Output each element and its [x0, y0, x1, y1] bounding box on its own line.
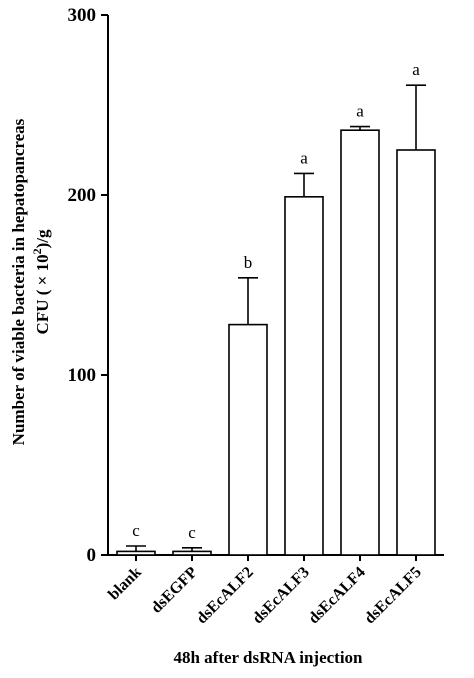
x-tick-label: dsEcALF2 [193, 564, 257, 628]
bar [228, 323, 268, 556]
bar [396, 149, 436, 556]
x-tick-label: dsEcALF3 [249, 564, 313, 628]
y-units-sup: 2 [30, 248, 44, 254]
significance-label: a [300, 148, 308, 167]
bar [340, 129, 380, 556]
x-tick-label: dsEcALF5 [361, 564, 425, 628]
y-tick-label: 200 [68, 185, 97, 206]
y-units-post: )/g [33, 229, 52, 248]
y-axis-title-units: CFU ( × 102)/g [30, 229, 52, 334]
y-tick-label: 300 [68, 5, 97, 26]
x-tick-label: dsEGFP [148, 564, 201, 617]
significance-label: b [244, 253, 253, 272]
y-axis-title: Number of viable bacteria in hepatopancr… [9, 118, 28, 445]
bars: c blank c dsEGFP b dsEcALF2 a dsEcALF3 a dsEcALF4… [105, 60, 436, 628]
x-tick-label: dsEcALF4 [305, 564, 369, 628]
y-tick-label: 0 [87, 545, 97, 566]
x-tick-label: blank [105, 564, 145, 604]
x-axis-title: 48h after dsRNA injection [173, 648, 363, 667]
bar [116, 550, 156, 556]
y-tick-label: 100 [68, 365, 97, 386]
significance-label: c [132, 521, 140, 540]
bar [284, 196, 324, 556]
significance-label: c [188, 523, 196, 542]
significance-label: a [412, 60, 420, 79]
y-units-pre: CFU ( × 10 [33, 254, 52, 334]
y-ticks: 0 100 200 300 [68, 5, 108, 566]
bar [172, 550, 212, 556]
significance-label: a [356, 102, 364, 121]
